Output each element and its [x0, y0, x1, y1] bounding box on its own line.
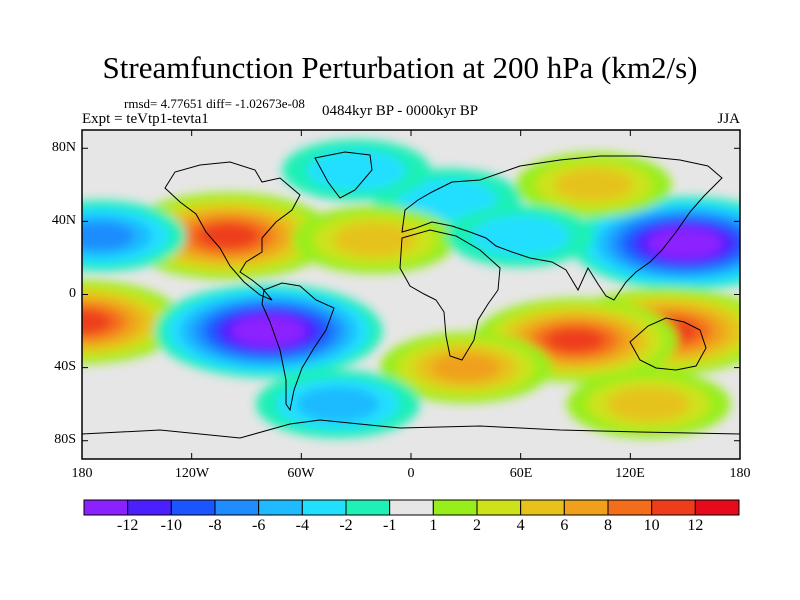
colorbar-swatch — [258, 499, 303, 516]
field-feature-13 — [446, 205, 595, 267]
lon-label-60e: 60E — [509, 466, 533, 481]
field-feature-11 — [292, 205, 457, 274]
coastline-greenland — [314, 151, 373, 199]
lon-label-120e: 120E — [615, 466, 645, 481]
field-contour — [306, 149, 406, 191]
lon-label-0: 0 — [407, 466, 415, 481]
colorbar-swatch — [651, 499, 696, 516]
field-feature-3 — [571, 196, 740, 291]
field-feature-9 — [255, 370, 420, 439]
lon-label-120w: 120W — [174, 466, 210, 481]
field-feature-0 — [122, 192, 335, 280]
lat-label-80s: 80S — [54, 432, 76, 447]
lat-label-eq: 0 — [69, 286, 76, 301]
lon-label-180w: 180 — [71, 466, 93, 481]
colorbar-swatch — [301, 499, 347, 516]
colorbar-label: 4 — [516, 517, 525, 534]
colorbar-label: -6 — [251, 517, 266, 534]
colorbar-label: 6 — [560, 517, 569, 534]
colorbar-swatch — [345, 499, 391, 516]
colorbar-swatch — [607, 499, 653, 516]
coastline-south-america — [261, 282, 335, 412]
coastline-north-america — [164, 161, 301, 301]
chart-title: Streamfunction Perturbation at 200 hPa (… — [102, 50, 698, 85]
colorbar-label: -2 — [339, 517, 353, 534]
field-contour — [296, 387, 379, 422]
lat-label-80n: 80N — [51, 140, 76, 155]
colorbar-swatch — [83, 499, 129, 516]
colorbar-label: 12 — [687, 517, 704, 534]
colorbar-swatch — [694, 499, 740, 516]
colorbar-swatch — [170, 499, 216, 516]
stats-text: rmsd= 4.77651 diff= -1.02673e-08 — [124, 96, 305, 111]
field-contour — [546, 328, 605, 353]
colorbar-label: -1 — [382, 517, 397, 534]
colorbar-label: 8 — [604, 517, 612, 534]
field-feature-12 — [515, 152, 672, 218]
field-contour — [607, 387, 690, 422]
coastline-africa — [399, 229, 501, 361]
field-feature-14 — [282, 139, 431, 202]
colorbar-swatch — [520, 499, 565, 516]
lon-label-60w: 60W — [287, 466, 315, 481]
colorbar-swatch — [563, 499, 609, 516]
colorbar-label: 1 — [429, 517, 438, 534]
coastline-antarctica — [82, 419, 740, 439]
colorbar-swatch — [389, 499, 434, 516]
field-contour — [82, 309, 112, 334]
coastline-eurasia — [401, 155, 723, 301]
colorbar-swatch — [214, 499, 260, 516]
period-label: 0484kyr BP - 0000kyr BP — [322, 103, 479, 119]
colorbar-label: -8 — [208, 517, 222, 534]
lon-label-180e: 180 — [729, 466, 751, 481]
colorbar-label: -4 — [295, 517, 309, 534]
lat-label-40s: 40S — [54, 359, 76, 374]
field-feature-7 — [379, 332, 552, 404]
field-contour — [243, 320, 294, 342]
colorbar-label: -12 — [116, 517, 139, 534]
field-contour — [333, 222, 416, 257]
colorbar-label: -10 — [160, 517, 182, 534]
colorbar-label: 2 — [473, 517, 481, 534]
colorbar-swatch — [476, 499, 522, 516]
field-feature-4 — [82, 200, 187, 272]
field-contour — [82, 221, 135, 251]
field-feature-8 — [566, 370, 731, 439]
field-feature-2 — [154, 284, 383, 378]
experiment-label: Expt = teVtp1-tevta1 — [82, 111, 209, 127]
field-contour — [431, 353, 501, 382]
colorbar-swatch — [432, 499, 478, 516]
colorbar-swatch — [127, 499, 172, 516]
field-contour — [659, 232, 711, 254]
lat-label-40n: 40N — [51, 213, 76, 228]
field-contour — [471, 215, 570, 257]
season-label: JJA — [717, 111, 740, 127]
field-contour — [554, 168, 633, 202]
field-contour — [197, 223, 259, 249]
colorbar-label: 10 — [643, 517, 660, 534]
coastline-australia — [629, 317, 707, 371]
field-contour — [398, 178, 497, 220]
